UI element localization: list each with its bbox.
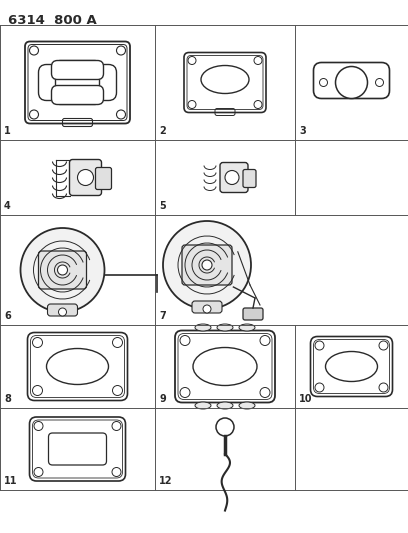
Text: 10: 10 [299,394,313,404]
FancyBboxPatch shape [51,85,104,104]
Circle shape [216,418,234,436]
Ellipse shape [326,351,377,382]
Circle shape [113,385,122,395]
Text: 7: 7 [159,311,166,321]
Circle shape [379,383,388,392]
Circle shape [260,387,270,398]
FancyBboxPatch shape [182,245,232,285]
FancyBboxPatch shape [69,159,102,196]
FancyBboxPatch shape [95,64,117,101]
Text: 6: 6 [4,311,11,321]
Circle shape [163,221,251,309]
FancyBboxPatch shape [220,163,248,192]
Circle shape [29,110,38,119]
Circle shape [260,335,270,345]
Ellipse shape [239,324,255,331]
Ellipse shape [239,402,255,409]
Circle shape [225,171,239,184]
FancyBboxPatch shape [55,61,100,104]
Text: 5: 5 [159,201,166,211]
Text: 3: 3 [299,126,306,136]
Circle shape [112,422,121,431]
Circle shape [319,78,328,86]
Circle shape [117,46,126,55]
Text: 12: 12 [159,476,173,486]
Circle shape [33,385,42,395]
Circle shape [188,56,196,64]
Text: 8: 8 [4,394,11,404]
FancyBboxPatch shape [49,433,106,465]
Circle shape [34,422,43,431]
FancyBboxPatch shape [51,61,104,79]
Circle shape [34,467,43,477]
Text: 2: 2 [159,126,166,136]
FancyBboxPatch shape [243,308,263,320]
Circle shape [203,305,211,313]
FancyBboxPatch shape [95,167,111,190]
Circle shape [78,169,93,185]
Circle shape [180,387,190,398]
Circle shape [58,265,67,275]
Ellipse shape [193,348,257,385]
Circle shape [58,308,67,316]
Circle shape [113,337,122,348]
Circle shape [375,78,384,86]
Ellipse shape [195,324,211,331]
Circle shape [254,56,262,64]
Circle shape [202,260,212,270]
Circle shape [315,341,324,350]
Circle shape [20,228,104,312]
Circle shape [33,337,42,348]
Text: 11: 11 [4,476,18,486]
FancyBboxPatch shape [192,301,222,313]
FancyBboxPatch shape [243,169,256,188]
Ellipse shape [201,66,249,93]
FancyBboxPatch shape [38,64,60,101]
Ellipse shape [217,324,233,331]
Text: 1: 1 [4,126,11,136]
Circle shape [29,46,38,55]
Circle shape [180,335,190,345]
Circle shape [188,101,196,109]
Ellipse shape [47,349,109,384]
Ellipse shape [195,402,211,409]
Circle shape [315,383,324,392]
FancyBboxPatch shape [38,251,86,289]
Text: 4: 4 [4,201,11,211]
Text: 9: 9 [159,394,166,404]
Circle shape [112,467,121,477]
Circle shape [117,110,126,119]
Text: 6314  800 A: 6314 800 A [8,14,97,27]
FancyBboxPatch shape [47,304,78,316]
Circle shape [335,67,368,99]
Ellipse shape [217,402,233,409]
Circle shape [254,101,262,109]
Circle shape [379,341,388,350]
